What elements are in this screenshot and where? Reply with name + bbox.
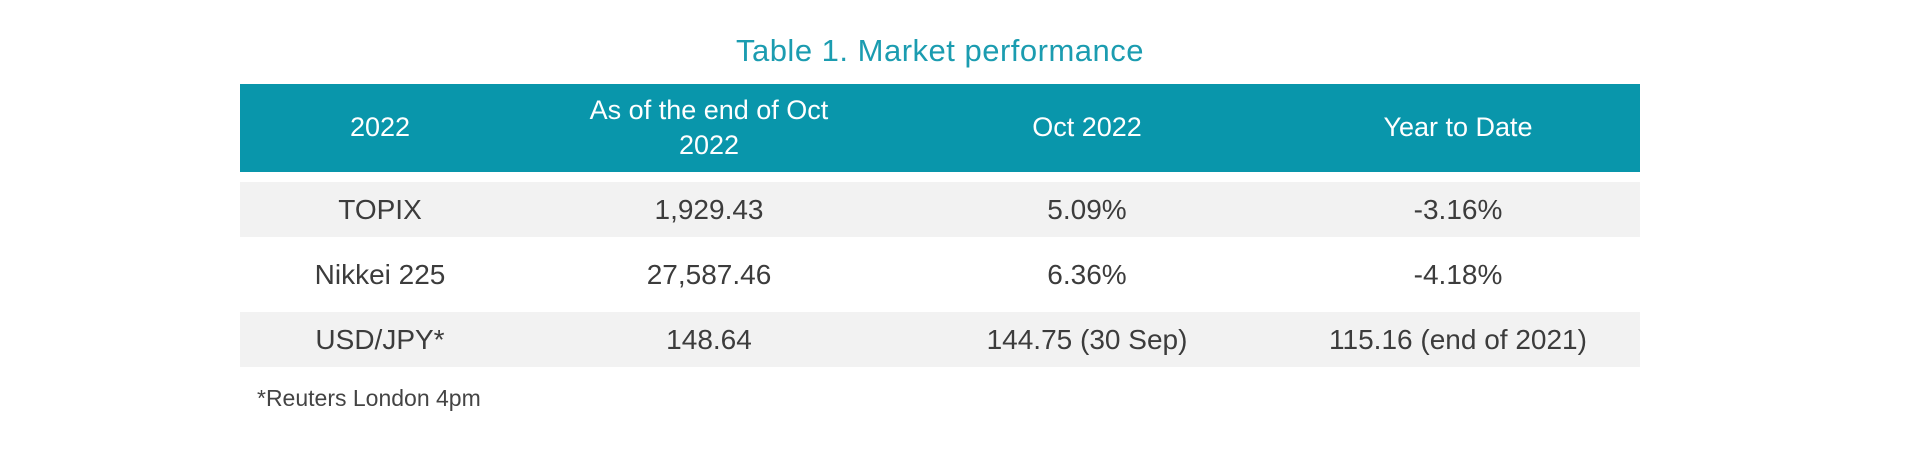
table-row-topix: TOPIX 1,929.43 5.09% -3.16%: [240, 182, 1640, 237]
table-row-nikkei-225: Nikkei 225 27,587.46 6.36% -4.18%: [240, 247, 1640, 302]
table-row-usd-jpy: USD/JPY* 148.64 144.75 (30 Sep) 115.16 (…: [240, 312, 1640, 367]
table-cell: 1,929.43: [520, 182, 898, 237]
market-performance-figure: Table 1. Market performance 2022 As of t…: [240, 30, 1640, 412]
header-label: As of the end of Oct 2022: [589, 94, 829, 160]
header-cell-oct-2022: Oct 2022: [898, 84, 1276, 172]
header-label: Oct 2022: [1032, 112, 1142, 143]
header-cell-as-of-end-oct: As of the end of Oct 2022: [520, 84, 898, 172]
table-cell: 115.16 (end of 2021): [1276, 312, 1640, 367]
table-title: Table 1. Market performance: [735, 33, 1145, 68]
header-label: 2022: [349, 112, 411, 143]
table-header-row: 2022 As of the end of Oct 2022 Oct 2022 …: [240, 84, 1640, 172]
table-cell: Nikkei 225: [240, 247, 520, 302]
table-footnote: *Reuters London 4pm: [257, 385, 481, 411]
table-cell: 27,587.46: [520, 247, 898, 302]
table-cell: 6.36%: [898, 247, 1276, 302]
table-cell: 148.64: [520, 312, 898, 367]
table-cell: USD/JPY*: [240, 312, 520, 367]
header-cell-year: 2022: [240, 84, 520, 172]
table-cell: 144.75 (30 Sep): [898, 312, 1276, 367]
table-cell: TOPIX: [240, 182, 520, 237]
header-cell-year-to-date: Year to Date: [1276, 84, 1640, 172]
market-performance-table: 2022 As of the end of Oct 2022 Oct 2022 …: [240, 74, 1640, 377]
table-cell: 5.09%: [898, 182, 1276, 237]
header-label: Year to Date: [1383, 112, 1533, 143]
table-cell: -4.18%: [1276, 247, 1640, 302]
table-cell: -3.16%: [1276, 182, 1640, 237]
